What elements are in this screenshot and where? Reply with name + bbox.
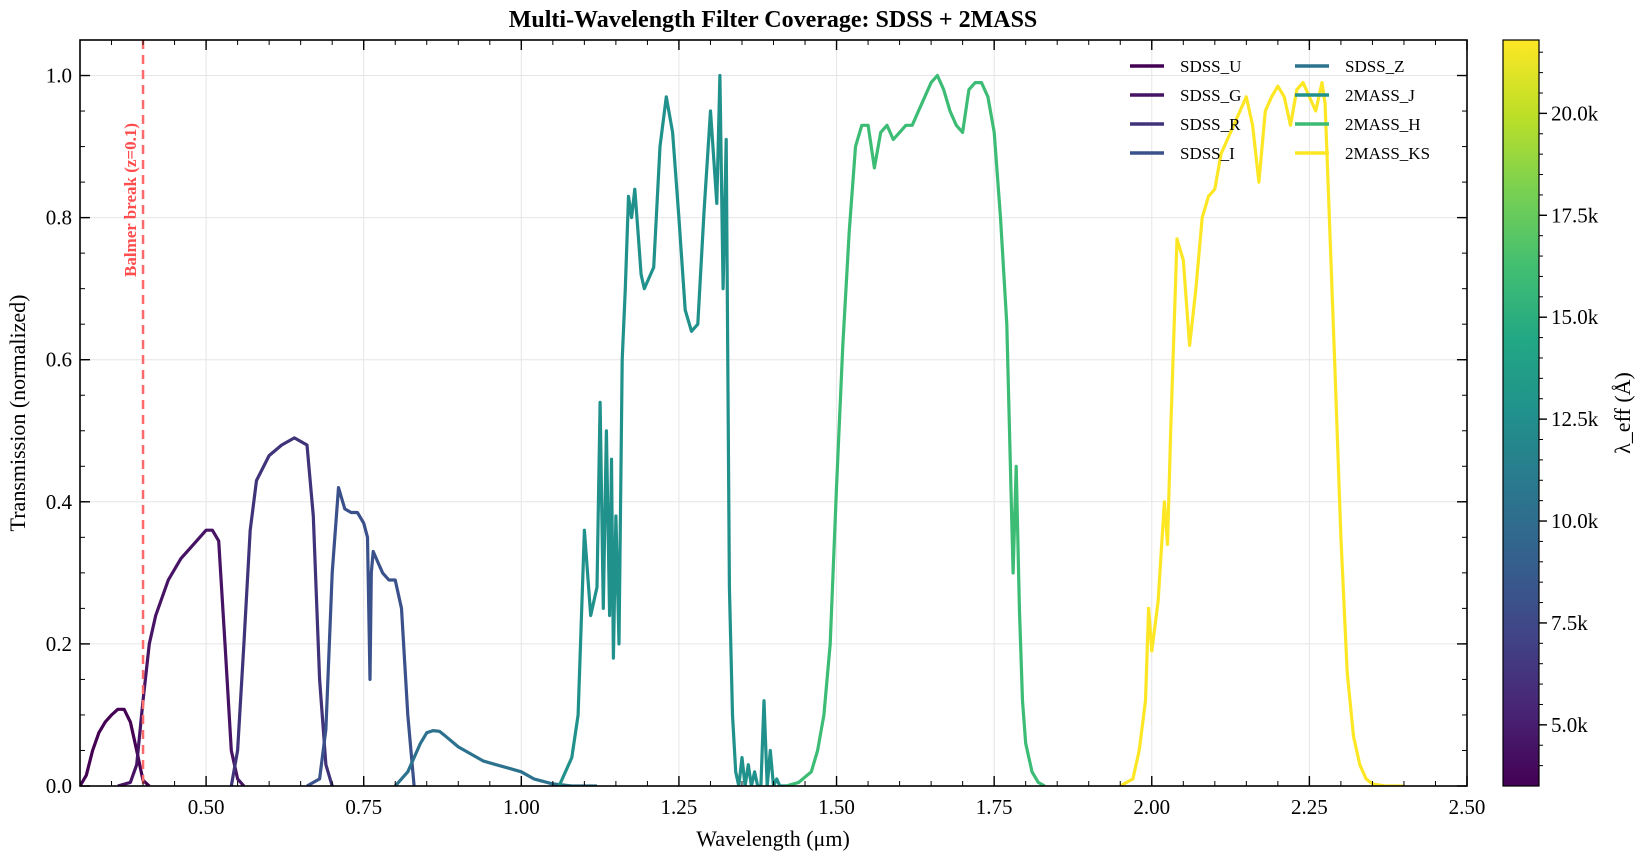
colorbar [1502,39,1540,787]
y-tick-label: 0.6 [46,348,72,372]
y-tick-label: 0.0 [46,774,72,798]
series-line-sdss-i [306,486,416,786]
series-lines [80,73,1404,786]
balmer-break-label: Balmer break (z=0.1) [121,123,140,277]
y-tick-label: 1.0 [46,64,72,88]
colorbar-tick-label: 15.0k [1551,305,1599,329]
x-tick-label: 1.50 [818,795,855,819]
series-line-sdss-z [394,729,597,786]
series-line-2mass-ks [1119,81,1404,786]
x-tick-label: 1.25 [661,795,698,819]
legend-label: SDSS_Z [1345,57,1405,76]
chart-title: Multi-Wavelength Filter Coverage: SDSS +… [509,7,1038,33]
legend-label: 2MASS_KS [1345,144,1430,163]
x-tick-label: 0.75 [345,795,382,819]
series-line-sdss-r [229,436,334,786]
y-tick-label: 0.8 [46,206,72,230]
x-axis-label: Wavelength (μm) [696,826,850,851]
y-tick-label: 0.2 [46,632,72,656]
x-tick-label: 2.00 [1133,795,1170,819]
legend-label: SDSS_I [1180,144,1235,163]
colorbar-tick-label: 20.0k [1551,101,1599,125]
x-tick-label: 2.50 [1449,795,1486,819]
x-tick-label: 2.25 [1291,795,1328,819]
plot-frame [79,39,1468,787]
x-tick-label: 0.50 [188,795,225,819]
legend-label: 2MASS_J [1345,86,1415,105]
x-tick-label: 1.00 [503,795,540,819]
colorbar-tick-label: 7.5k [1551,611,1588,635]
axis-ticks: 0.50 0.75 1.00 1.25 1.50 1.75 2.00 2.25 2.50 0.0 0… [46,39,1486,819]
legend-label: SDSS_R [1180,115,1241,134]
legend-label: SDSS_U [1180,57,1241,76]
colorbar-label: λ_eff (Å) [1610,372,1635,454]
colorbar-tick-label: 10.0k [1551,509,1599,533]
legend: SDSS_U SDSS_G SDSS_R SDSS_I SDSS_Z 2MASS_J 2MA… [1130,57,1430,163]
grid-lines [80,40,1468,787]
y-axis-label: Transmission (normalized) [5,295,30,532]
balmer-break-annotation: Balmer break (z=0.1) [121,40,145,786]
colorbar-ticks: 5.0k 7.5k 10.0k 12.5k 15.0k 17.5k 20.0k [1539,51,1599,767]
y-tick-label: 0.4 [46,490,73,514]
series-line-2mass-j [557,73,787,786]
colorbar-tick-label: 5.0k [1551,713,1588,737]
colorbar-tick-label: 12.5k [1551,407,1599,431]
colorbar-tick-label: 17.5k [1551,203,1599,227]
legend-label: SDSS_G [1180,86,1241,105]
series-line-sdss-g [117,528,246,786]
legend-label: 2MASS_H [1345,115,1421,134]
series-line-2mass-h [785,73,1046,786]
x-tick-label: 1.75 [976,795,1013,819]
